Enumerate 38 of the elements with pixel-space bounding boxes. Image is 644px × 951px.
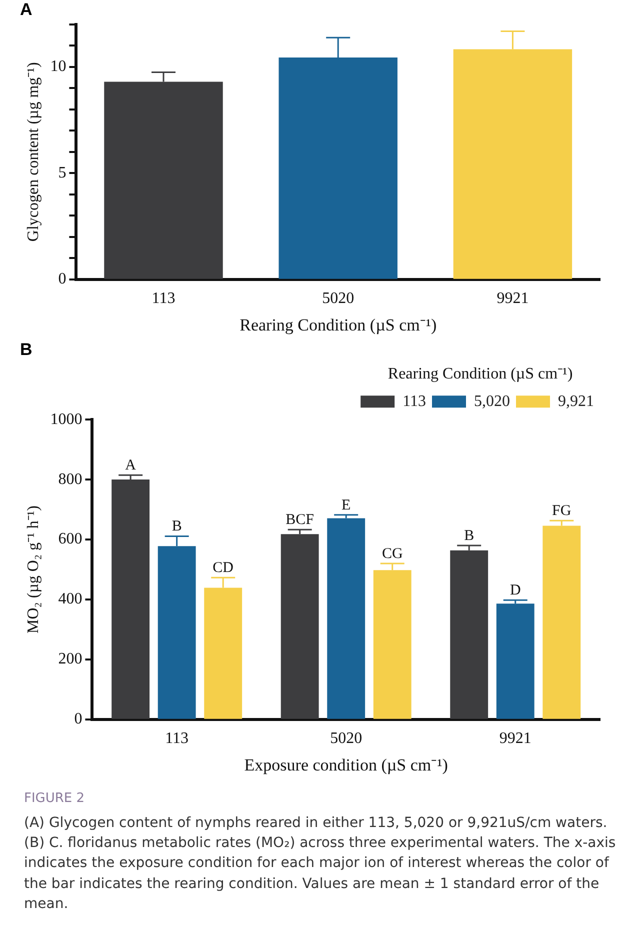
y-tick-label: 0 <box>58 270 66 288</box>
y-tick-label: 600 <box>58 530 82 548</box>
x-tick-label: 5020 <box>322 290 354 308</box>
legend-title: Rearing Condition (µS cm⁻¹) <box>388 366 573 383</box>
chart-title: B <box>20 340 32 359</box>
x-tick-label: 113 <box>165 730 189 748</box>
y-axis-title: Glycogen content (µg mg⁻¹) <box>24 62 42 242</box>
data-label: D <box>510 582 521 599</box>
data-label: B <box>464 528 474 544</box>
y-tick-label: 10 <box>50 58 66 76</box>
y-tick-label: 200 <box>58 650 82 668</box>
y-tick-label: 5 <box>58 164 66 182</box>
legend-label: 5,020 <box>474 392 510 410</box>
bar <box>496 604 534 719</box>
data-label: CG <box>382 546 403 562</box>
legend-label: 113 <box>402 392 426 410</box>
caption: FIGURE 2 <box>24 790 86 808</box>
y-tick-label: 0 <box>74 710 82 728</box>
y-tick-label: 800 <box>58 470 82 488</box>
data-label: A <box>125 458 136 474</box>
y-tick-label: 1000 <box>50 410 82 428</box>
data-label: CD <box>212 560 234 576</box>
data-label: B <box>172 518 182 535</box>
bar <box>327 518 366 719</box>
x-tick-label: 9921 <box>496 290 529 308</box>
legend-label: 9,921 <box>558 392 594 410</box>
data-label: FG <box>552 503 572 520</box>
chart-title: A <box>20 0 32 19</box>
x-axis-title: Rearing Condition (µS cm⁻¹) <box>240 315 437 334</box>
x-tick-label: 9921 <box>499 730 532 748</box>
y-axis-title: MO₂ (µg O₂ g⁻¹ h⁻¹) <box>24 506 42 634</box>
data-label: E <box>342 497 351 514</box>
data-label: BCF <box>286 512 314 528</box>
text: (A) Glycogen content of nymphs reared in either 113, 5,020 or 9,921uS/cm waters. (B) C. floridanus metabolic rates (MO₂) across three experimental waters. The x-axis indicates the exposure condition for each major ion of interest whereas the color of the bar indicates the rearing condition. Values are mean ± 1 standard error of the mean. <box>24 814 617 914</box>
x-axis-title: Exposure condition (µS cm⁻¹) <box>244 755 448 774</box>
x-tick-label: 5020 <box>330 730 362 748</box>
x-tick-label: 113 <box>152 290 176 308</box>
y-tick-label: 400 <box>58 590 82 608</box>
